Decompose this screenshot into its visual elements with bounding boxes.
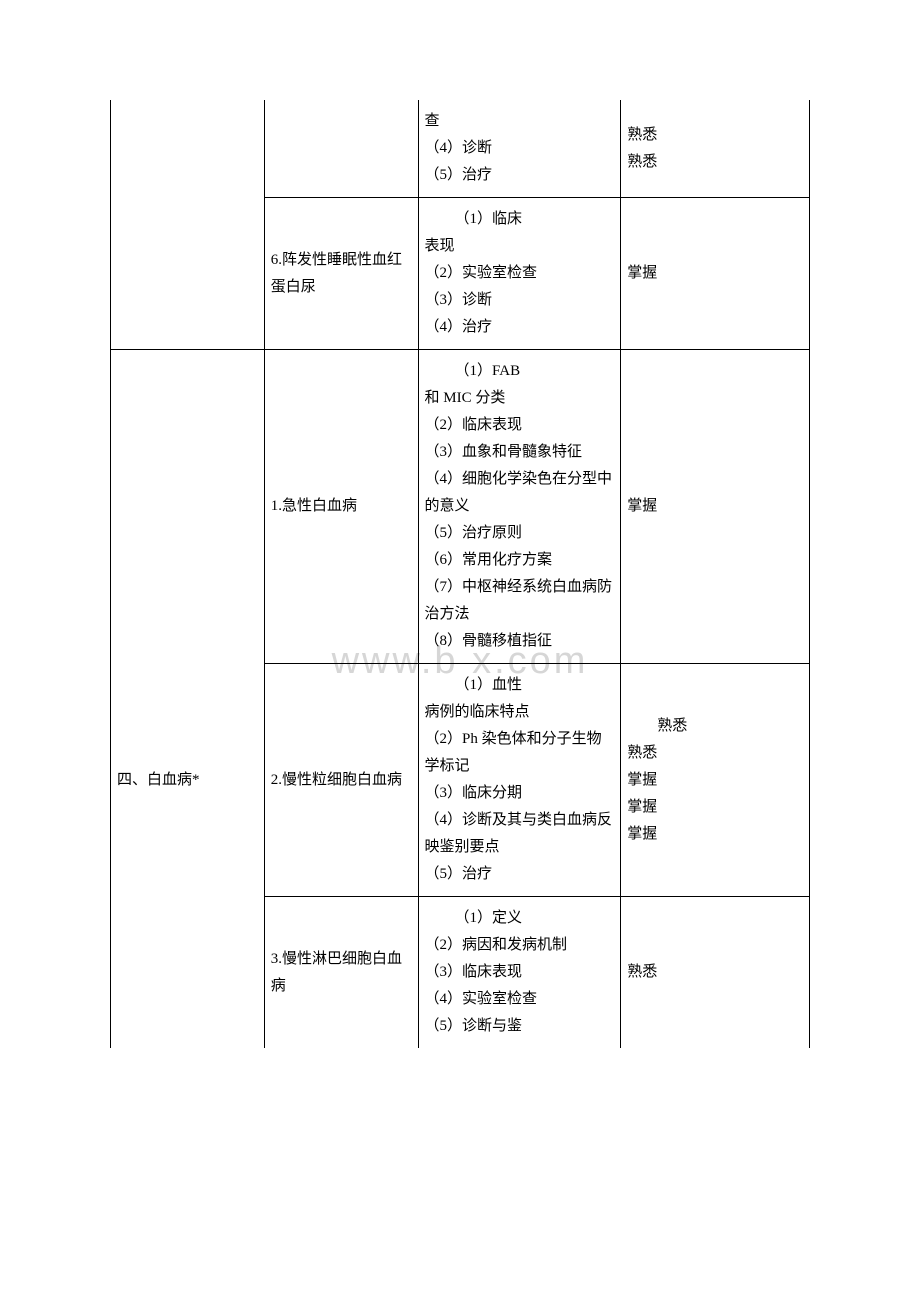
requirement-cell: 掌握 [621,198,810,350]
table-row: 3.慢性淋巴细胞白血病（1）定义（2）病因和发病机制（3）临床表现（4）实验室检… [111,897,810,1049]
content-cell: （1）定义（2）病因和发病机制（3）临床表现（4）实验室检查（5）诊断与鉴 [418,897,621,1049]
topic-cell: 3.慢性淋巴细胞白血病 [264,897,418,1049]
content-cell: （1）临床表现（2）实验室检查（3）诊断（4）治疗 [418,198,621,350]
category-cell [111,198,265,350]
requirement-cell: 熟悉熟悉 [621,100,810,198]
requirement-cell: 掌握 [621,350,810,664]
requirement-cell: 熟悉 [621,897,810,1049]
content-cell: （1）血性病例的临床特点（2）Ph 染色体和分子生物学标记（3）临床分期（4）诊… [418,664,621,897]
content-cell: 查（4）诊断（5）治疗 [418,100,621,198]
category-cell: 四、白血病* [111,664,265,897]
topic-cell: 2.慢性粒细胞白血病 [264,664,418,897]
topic-cell: 6.阵发性睡眠性血红蛋白尿 [264,198,418,350]
syllabus-table: 查（4）诊断（5）治疗熟悉熟悉6.阵发性睡眠性血红蛋白尿（1）临床表现（2）实验… [110,100,810,1048]
topic-cell [264,100,418,198]
table-row: 查（4）诊断（5）治疗熟悉熟悉 [111,100,810,198]
content-cell: （1）FAB和 MIC 分类（2）临床表现（3）血象和骨髓象特征（4）细胞化学染… [418,350,621,664]
requirement-cell: 熟悉熟悉掌握掌握掌握 [621,664,810,897]
category-cell [111,350,265,664]
table-row: 1.急性白血病（1）FAB和 MIC 分类（2）临床表现（3）血象和骨髓象特征（… [111,350,810,664]
topic-cell: 1.急性白血病 [264,350,418,664]
category-cell [111,897,265,1049]
category-cell [111,100,265,198]
table-row: 四、白血病*2.慢性粒细胞白血病（1）血性病例的临床特点（2）Ph 染色体和分子… [111,664,810,897]
table-container: 查（4）诊断（5）治疗熟悉熟悉6.阵发性睡眠性血红蛋白尿（1）临床表现（2）实验… [110,100,810,1048]
table-row: 6.阵发性睡眠性血红蛋白尿（1）临床表现（2）实验室检查（3）诊断（4）治疗掌握 [111,198,810,350]
